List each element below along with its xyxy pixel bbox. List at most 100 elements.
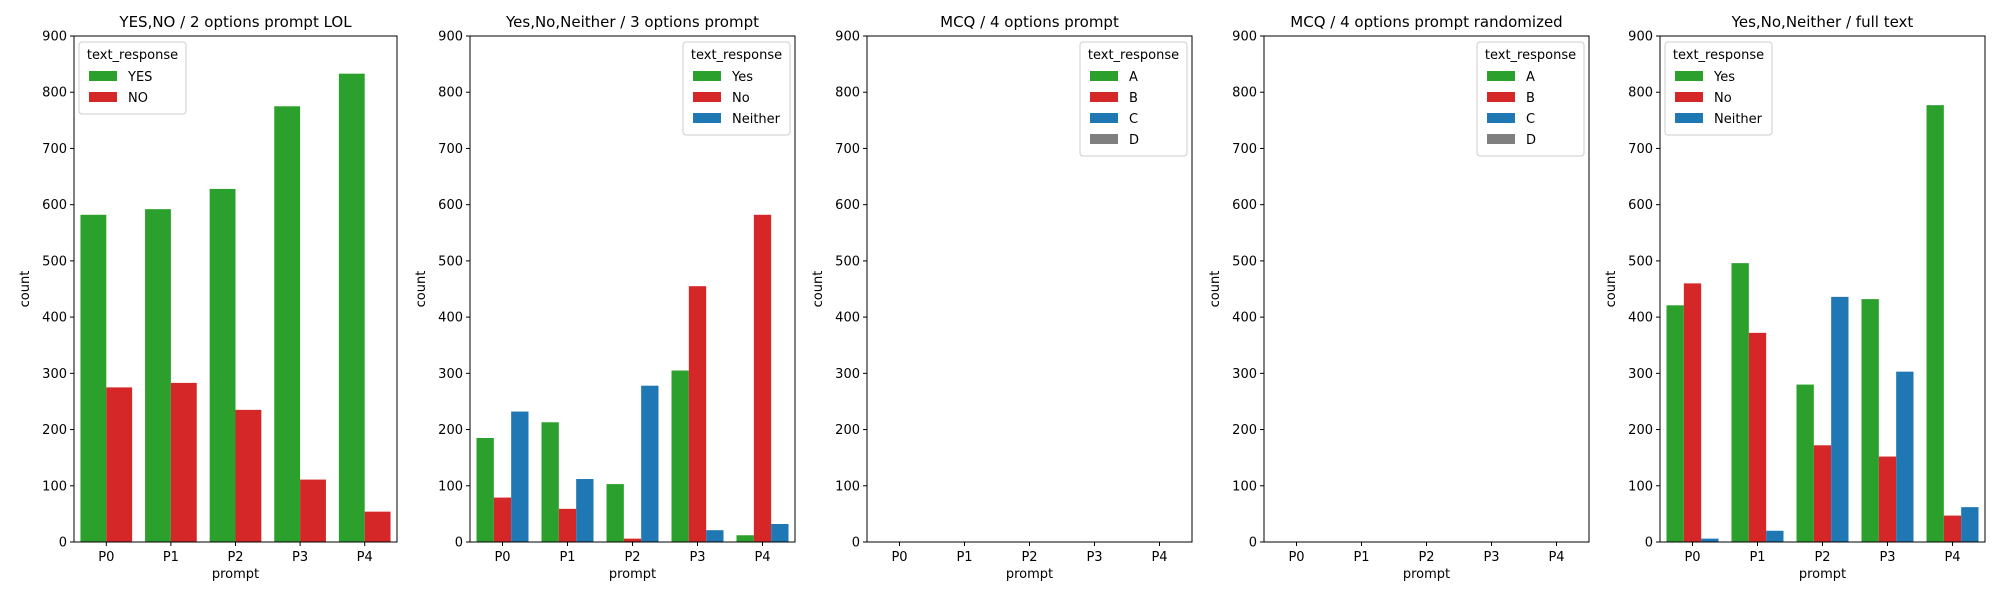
bar-neither-p1 (1766, 530, 1784, 542)
x-tick-label: P3 (1483, 550, 1499, 565)
x-tick-label: P0 (98, 550, 114, 565)
bar-yes-p0 (476, 437, 494, 542)
bar-neither-p2 (1831, 296, 1849, 542)
y-tick-label: 500 (1232, 254, 1257, 269)
x-tick-label: P2 (1418, 550, 1434, 565)
legend: text_response Yes No Neither (1664, 41, 1773, 136)
y-tick-label: 100 (438, 479, 463, 494)
y-tick-label: 500 (42, 254, 67, 269)
y-tick-label: 900 (438, 30, 463, 45)
bar-neither-p4 (1961, 507, 1979, 542)
y-tick-label: 900 (42, 30, 67, 45)
x-tick-label: P2 (227, 550, 243, 565)
x-tick-label: P4 (754, 550, 770, 565)
subplot-title: MCQ / 4 options prompt (940, 13, 1119, 31)
bar-neither-p3 (706, 530, 724, 542)
bar-no-p3 (300, 479, 326, 542)
y-tick-label: 800 (835, 86, 860, 101)
legend-label: Neither (732, 112, 781, 127)
y-tick-label: 200 (1232, 423, 1257, 438)
y-tick-label: 400 (42, 311, 67, 326)
bar-yes-p1 (1731, 263, 1749, 542)
x-axis-label: prompt (1799, 567, 1846, 582)
legend-box (682, 41, 791, 136)
bar-yes-p2 (1796, 384, 1814, 542)
y-tick-label: 400 (438, 311, 463, 326)
bar-neither-p0 (511, 411, 529, 542)
legend-label: YES (127, 70, 152, 85)
y-tick-label: 700 (1628, 142, 1653, 157)
x-tick-label: P3 (1879, 550, 1895, 565)
bar-yes-p1 (145, 209, 171, 543)
bar-no-p1 (558, 508, 577, 542)
y-tick-label: 500 (438, 254, 463, 269)
bar-yes-p3 (274, 106, 301, 543)
legend-title: text_response (1088, 48, 1179, 63)
legend-label: A (1129, 70, 1138, 85)
legend-swatch (1090, 92, 1118, 102)
axes-frame (1263, 35, 1590, 543)
legend-label: Neither (1714, 112, 1763, 127)
y-tick-label: 100 (1628, 479, 1653, 494)
subplot-2: Yes,No,Neither / 3 options prompt 0 100 200… (414, 13, 796, 582)
axes-frame (73, 35, 398, 543)
legend-title: text_response (691, 48, 782, 63)
legend-swatch (1090, 71, 1118, 81)
x-tick-label: P0 (1684, 550, 1700, 565)
y-tick-label: 600 (42, 198, 67, 213)
legend-title: text_response (87, 48, 178, 63)
bar-no-p0 (1683, 283, 1702, 542)
y-tick-label: 400 (1232, 311, 1257, 326)
legend-title: text_response (1673, 48, 1764, 63)
y-tick-label: 800 (1232, 86, 1257, 101)
bar-no-p2 (235, 409, 262, 542)
legend-swatch (1090, 113, 1118, 123)
y-axis-label: count (811, 271, 826, 308)
legend: text_response Yes No Neither (682, 41, 791, 136)
x-tick-label: P4 (1151, 550, 1167, 565)
legend-box (1664, 41, 1773, 136)
y-tick-label: 400 (835, 311, 860, 326)
legend-label: B (1129, 91, 1138, 106)
bar-yes-p3 (1861, 299, 1879, 542)
axes-frame (866, 35, 1193, 543)
y-tick-label: 0 (455, 536, 463, 551)
x-tick-label: P1 (956, 550, 972, 565)
y-tick-label: 200 (42, 423, 67, 438)
legend-label: No (1714, 91, 1732, 106)
y-tick-label: 200 (438, 423, 463, 438)
bar-no-p1 (1748, 332, 1767, 542)
legend: text_response YES NO (78, 41, 187, 115)
x-tick-label: P1 (1353, 550, 1369, 565)
legend-label: D (1129, 133, 1139, 148)
y-axis-label: count (1208, 271, 1223, 308)
bar-no-p4 (1943, 515, 1962, 542)
bar-yes-p4 (338, 73, 365, 543)
axes-frame (1659, 35, 1986, 543)
bar-no-p2 (1813, 445, 1832, 542)
legend-label: Yes (1713, 70, 1735, 85)
legend-box (1476, 41, 1585, 157)
y-tick-label: 600 (835, 198, 860, 213)
bar-neither-p2 (641, 385, 659, 542)
x-tick-label: P4 (1548, 550, 1564, 565)
legend-swatch (693, 113, 721, 123)
x-tick-label: P1 (559, 550, 575, 565)
bar-neither-p0 (1701, 538, 1719, 542)
legend-label: C (1526, 112, 1535, 127)
x-tick-label: P3 (292, 550, 308, 565)
y-tick-label: 500 (1628, 254, 1653, 269)
subplot-5: Yes,No,Neither / full text 0 100 200 300 400 5… (1604, 13, 1986, 582)
legend-box (1079, 41, 1188, 157)
bar-yes-p2 (209, 188, 236, 542)
y-tick-label: 200 (1628, 423, 1653, 438)
y-tick-label: 600 (1232, 198, 1257, 213)
x-axis-label: prompt (1403, 567, 1450, 582)
y-tick-label: 300 (1232, 367, 1257, 382)
y-tick-label: 700 (42, 142, 67, 157)
y-tick-label: 700 (438, 142, 463, 157)
bar-no-p2 (623, 538, 642, 542)
bar-neither-p1 (576, 479, 594, 542)
legend-label: NO (128, 91, 148, 106)
